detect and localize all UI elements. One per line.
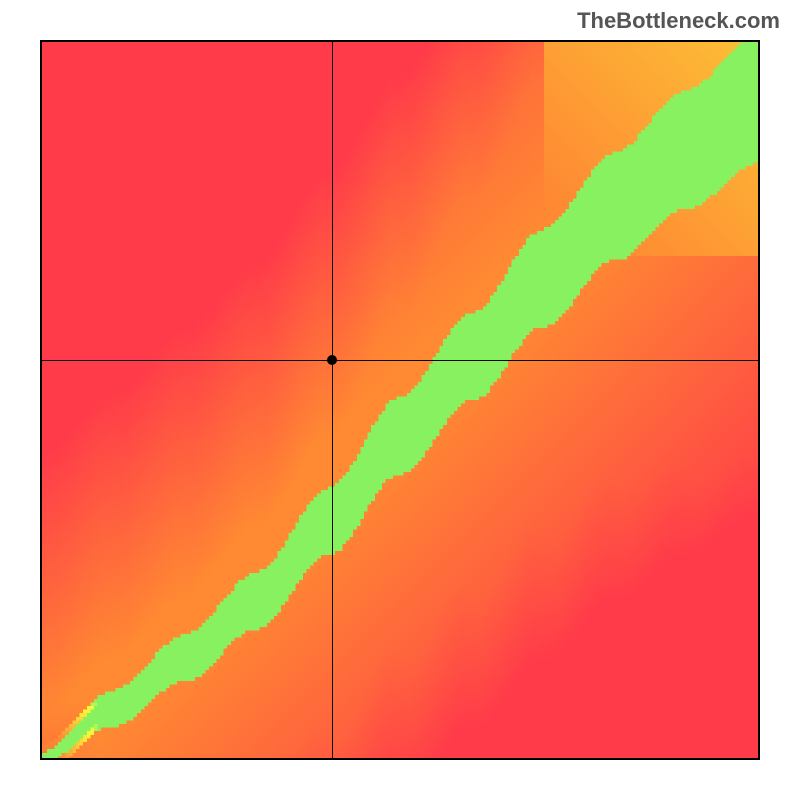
crosshair-point	[327, 355, 337, 365]
plot-area	[40, 40, 760, 760]
crosshair-horizontal	[40, 360, 760, 361]
chart-container: TheBottleneck.com	[0, 0, 800, 800]
heatmap-canvas	[40, 40, 760, 760]
crosshair-vertical	[332, 40, 333, 760]
watermark-text: TheBottleneck.com	[577, 8, 780, 34]
